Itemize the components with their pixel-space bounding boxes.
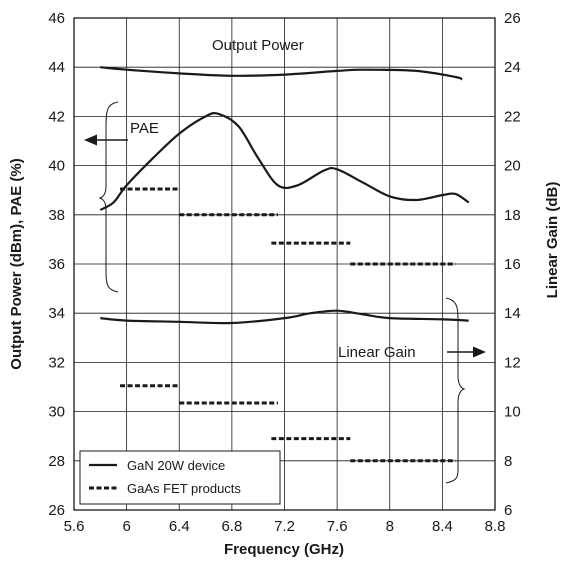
- right-y-tick-label: 22: [504, 108, 521, 125]
- left-y-tick-label: 26: [48, 502, 65, 519]
- left-y-tick-label: 46: [48, 10, 65, 27]
- x-axis-title: Frequency (GHz): [224, 541, 344, 558]
- x-tick-label: 7.6: [327, 518, 348, 535]
- x-tick-label: 6.8: [221, 518, 242, 535]
- left-y-tick-label: 42: [48, 108, 65, 125]
- x-tick-label: 8.8: [485, 518, 506, 535]
- right-y-tick-label: 16: [504, 256, 521, 273]
- right-y-tick-label: 26: [504, 10, 521, 27]
- pae-arrow-head: [84, 134, 97, 146]
- left-y-tick-label: 30: [48, 404, 65, 421]
- right-y-tick-label: 10: [504, 404, 521, 421]
- left-y-tick-label: 36: [48, 256, 65, 273]
- grid-lines: [74, 18, 495, 510]
- right-y-tick-label: 6: [504, 502, 512, 519]
- plot-frame: [73, 17, 496, 511]
- x-tick-label: 7.2: [274, 518, 295, 535]
- legend: GaN 20W device GaAs FET products: [79, 450, 281, 505]
- right-y-tick-label: 14: [504, 305, 521, 322]
- right-y-tick-label: 24: [504, 59, 521, 76]
- right-y-tick-label: 12: [504, 354, 521, 371]
- output-power-annotation: Output Power: [212, 37, 304, 54]
- x-tick-label: 5.6: [64, 518, 85, 535]
- left-y-tick-label: 38: [48, 207, 65, 224]
- linear-gain-brace: [445, 297, 466, 484]
- legend-label-gan: GaN 20W device: [127, 458, 225, 473]
- pae-annotation: PAE: [130, 120, 159, 137]
- left-y-tick-label: 28: [48, 453, 65, 470]
- left-y-axis-title: Output Power (dBm), PAE (%): [8, 158, 25, 369]
- series-line-0: [100, 66, 463, 81]
- annotation-arrows-and-braces: [84, 101, 486, 484]
- right-y-tick-label: 20: [504, 158, 521, 175]
- right-y-tick-label: 18: [504, 207, 521, 224]
- pae-brace: [98, 101, 119, 293]
- series-layer: [99, 66, 470, 463]
- series-line-2: [100, 309, 469, 325]
- left-y-tick-label: 34: [48, 305, 65, 322]
- right-y-tick-label: 8: [504, 453, 512, 470]
- x-tick-label: 6: [122, 518, 130, 535]
- linear-gain-arrow-head: [473, 346, 486, 358]
- x-tick-label: 8.4: [432, 518, 453, 535]
- axis-ticks: 5.6 6 6.4 6.8 7.2 7.6 8 8.4 8.8 26 28 30 32 34 36 38 40 4…: [48, 10, 520, 535]
- x-tick-label: 8: [386, 518, 394, 535]
- legend-label-gaas: GaAs FET products: [127, 481, 241, 496]
- left-y-tick-label: 44: [48, 59, 65, 76]
- left-y-tick-label: 40: [48, 158, 65, 175]
- legend-box: [79, 450, 281, 505]
- x-tick-label: 6.4: [169, 518, 190, 535]
- linear-gain-annotation: Linear Gain: [338, 344, 416, 361]
- series-line-1: [99, 112, 470, 211]
- left-y-tick-label: 32: [48, 354, 65, 371]
- right-y-axis-title: Linear Gain (dB): [544, 182, 561, 299]
